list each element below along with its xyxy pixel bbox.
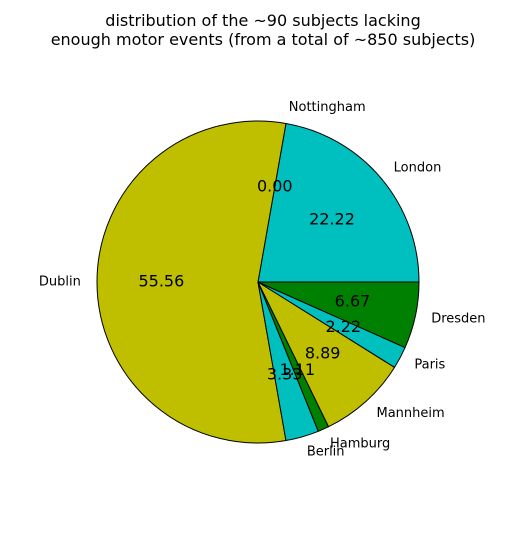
- slice-percent-london: 22.22: [309, 209, 355, 228]
- pie-slice-london: [257, 122, 420, 283]
- slice-label-paris: Paris: [414, 358, 445, 373]
- slice-label-hamburg: Hamburg: [330, 436, 390, 451]
- slice-label-berlin: Berlin: [307, 445, 345, 460]
- chart-title-line-1: distribution of the ~90 subjects lacking: [105, 11, 420, 30]
- pie-slice-dresden: [257, 281, 420, 349]
- slice-percent-dublin: 55.56: [138, 272, 184, 291]
- pie-slice-dublin: [96, 120, 287, 444]
- slice-percent-dresden: 6.67: [335, 292, 371, 311]
- slice-percent-paris: 2.22: [325, 317, 361, 336]
- pie-slices: [96, 120, 420, 444]
- slice-label-london: London: [394, 161, 442, 176]
- slice-label-dublin: Dublin: [39, 275, 81, 290]
- slice-percent-mannheim: 8.89: [305, 343, 341, 362]
- slice-percent-hamburg: 1.11: [279, 360, 315, 379]
- slice-percent-nottingham: 0.00: [257, 176, 293, 195]
- chart-title-line-2: enough motor events (from a total of ~85…: [51, 30, 476, 49]
- slice-label-mannheim: Mannheim: [376, 406, 444, 421]
- pie-labels: London 22.22 Nottingham 0.00 Dublin 55.56 Berl…: [39, 100, 486, 460]
- slice-label-dresden: Dresden: [431, 311, 485, 326]
- slice-percent-berlin: 3.33: [267, 364, 303, 383]
- slice-label-nottingham: Nottingham: [289, 100, 366, 115]
- pie-slice-mannheim: [257, 281, 396, 428]
